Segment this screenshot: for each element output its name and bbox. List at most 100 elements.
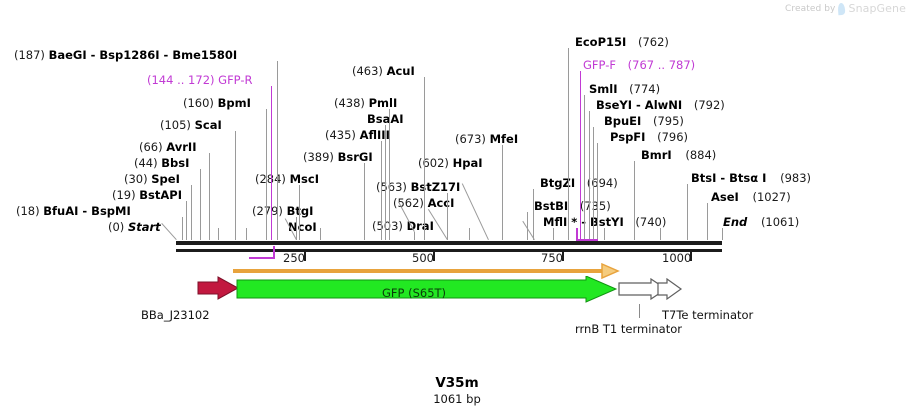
leader-line-bsaai	[385, 125, 386, 240]
tick-mark	[320, 228, 321, 240]
leader-line-acui	[424, 77, 425, 240]
primer-bracket-gfp-f[interactable]	[576, 228, 598, 242]
enzyme-label-baegi[interactable]: (187) BaeGI - Bsp1286I - Bme1580I	[14, 48, 238, 62]
enzyme-label-btsi[interactable]: BtsI - Btsα I (983)	[691, 171, 812, 185]
sequence-backbone	[176, 241, 722, 245]
leader-line-msci	[299, 185, 300, 240]
map-length: 1061 bp	[433, 392, 481, 406]
enzyme-label-bstz17i[interactable]: (563) BstZ17I	[376, 180, 461, 194]
enzyme-label-afliii[interactable]: (435) AflIII	[325, 128, 390, 142]
enzyme-label-scai[interactable]: (105) ScaI	[160, 118, 222, 132]
leader-line-smli	[584, 95, 585, 240]
ruler-tick-1000	[690, 252, 692, 261]
feature-label-t7te: T7Te terminator	[662, 308, 754, 322]
enzyme-label-bstapi[interactable]: (19) BstAPI	[112, 188, 182, 202]
leader-line-scai	[235, 131, 236, 240]
ruler-label-1000: 1000	[662, 251, 692, 265]
leader-line-btsi	[687, 184, 688, 240]
leader-line-end	[722, 228, 723, 240]
leader-line-start	[161, 222, 177, 240]
leader-line-afliii	[381, 141, 382, 240]
leader-line-spei	[191, 185, 192, 240]
leader-line-bsrgi	[364, 163, 365, 240]
ruler-tick-750	[562, 252, 564, 261]
enzyme-label-asei[interactable]: AseI (1027)	[711, 190, 791, 204]
ruler-line	[176, 249, 722, 252]
enzyme-label-bpuei[interactable]: BpuEI (795)	[604, 114, 684, 128]
enzyme-label-bfuai[interactable]: (18) BfuAI - BspMI	[16, 204, 131, 218]
enzyme-label-bpmi[interactable]: (160) BpmI	[183, 96, 251, 110]
tick-mark	[469, 228, 470, 240]
leader-line-asei	[707, 203, 708, 240]
tick-mark	[246, 228, 247, 240]
enzyme-label-bmri[interactable]: BmrI (884)	[641, 148, 717, 162]
leader-line-bstbi	[527, 212, 528, 240]
enzyme-label-bsrgi[interactable]: (389) BsrGI	[303, 150, 373, 164]
enzyme-label-btgzi[interactable]: BtgZI (694)	[540, 176, 618, 190]
leader-line-baegi	[277, 61, 278, 240]
enzyme-label-ncoi[interactable]: NcoI	[288, 220, 317, 234]
enzyme-label-bseyi[interactable]: BseYI - AlwNI (792)	[596, 98, 725, 112]
ruler-label-250: 250	[283, 251, 305, 265]
leader-line-pspfi	[597, 143, 598, 240]
feature-label-rrnb: rrnB T1 terminator	[575, 322, 682, 336]
enzyme-label-start[interactable]: (0) Start	[108, 220, 161, 234]
feature-cds-gfp[interactable]	[236, 276, 618, 306]
primer-label-gfp-f[interactable]: GFP-F (767 .. 787)	[583, 58, 696, 72]
leader-line-bfuai	[182, 217, 183, 240]
leader-line-bstz17i	[447, 193, 448, 240]
watermark-brand: SnapGene	[848, 2, 906, 15]
feature-label-promoter: BBa_J23102	[141, 308, 210, 322]
leader-line-gfp-r	[271, 86, 272, 240]
enzyme-label-mfli[interactable]: MflI * - BstYI (740)	[543, 215, 667, 229]
ruler-tick-250	[304, 252, 306, 261]
enzyme-label-bstbi[interactable]: BstBI (735)	[534, 199, 611, 213]
leader-line-avrii	[209, 153, 210, 240]
enzyme-label-end[interactable]: End (1061)	[723, 215, 800, 229]
enzyme-label-spei[interactable]: (30) SpeI	[124, 172, 180, 186]
enzyme-label-avrii[interactable]: (66) AvrII	[139, 140, 197, 154]
leader-line-bpmi	[266, 109, 267, 240]
leader-line-bseyi	[589, 111, 590, 240]
feature-leader-rrnb	[639, 304, 640, 318]
snapgene-leaf-icon	[838, 2, 846, 15]
leader-line-drai	[414, 232, 415, 240]
leader-line-btgzi	[533, 189, 534, 240]
snapgene-watermark: Created by SnapGene	[785, 2, 906, 15]
leader-line-bbsi	[200, 169, 201, 240]
enzyme-label-bbsi[interactable]: (44) BbsI	[134, 156, 190, 170]
ruler-label-750: 750	[541, 251, 563, 265]
feature-terminator-t7te[interactable]	[657, 278, 683, 304]
ruler-tick-500	[433, 252, 435, 261]
primer-bracket-gfp-r[interactable]	[249, 246, 275, 260]
primer-label-gfp-r[interactable]: (144 .. 172) GFP-R	[147, 73, 253, 87]
leader-line-mfei	[502, 145, 503, 240]
leader-line-bmri	[634, 161, 635, 240]
enzyme-label-msci[interactable]: (284) MscI	[255, 172, 319, 186]
enzyme-label-btgi[interactable]: (279) BtgI	[252, 204, 313, 218]
tick-mark	[553, 228, 554, 240]
feature-label-gfp: GFP (S65T)	[382, 286, 447, 300]
transcript-arrow[interactable]	[232, 263, 620, 279]
enzyme-label-pspfi[interactable]: PspFI (796)	[610, 130, 689, 144]
enzyme-label-acui[interactable]: (463) AcuI	[352, 64, 415, 78]
leader-line-btgi	[296, 217, 297, 240]
leader-line-gfp-f	[580, 71, 581, 240]
feature-promoter-bba-j23102[interactable]	[196, 276, 240, 306]
leader-line-ecop15i	[568, 48, 569, 240]
leader-line-bstapi	[186, 201, 187, 240]
map-title: V35m	[435, 375, 479, 391]
leader-line-pmli	[389, 109, 390, 240]
watermark-created-by: Created by	[784, 3, 836, 14]
enzyme-label-pmli[interactable]: (438) PmlI	[334, 96, 398, 110]
enzyme-label-smli[interactable]: SmlI (774)	[589, 82, 661, 96]
ruler-label-500: 500	[412, 251, 434, 265]
enzyme-label-mfei[interactable]: (673) MfeI	[455, 132, 519, 146]
enzyme-label-hpai[interactable]: (602) HpaI	[418, 156, 483, 170]
enzyme-label-ecop15i[interactable]: EcoP15I (762)	[575, 35, 669, 49]
enzyme-label-bsaai[interactable]: BsaAI	[367, 112, 404, 126]
leader-line-hpai	[461, 183, 489, 240]
leader-line-bpuei	[593, 127, 594, 240]
tick-mark	[660, 228, 661, 240]
